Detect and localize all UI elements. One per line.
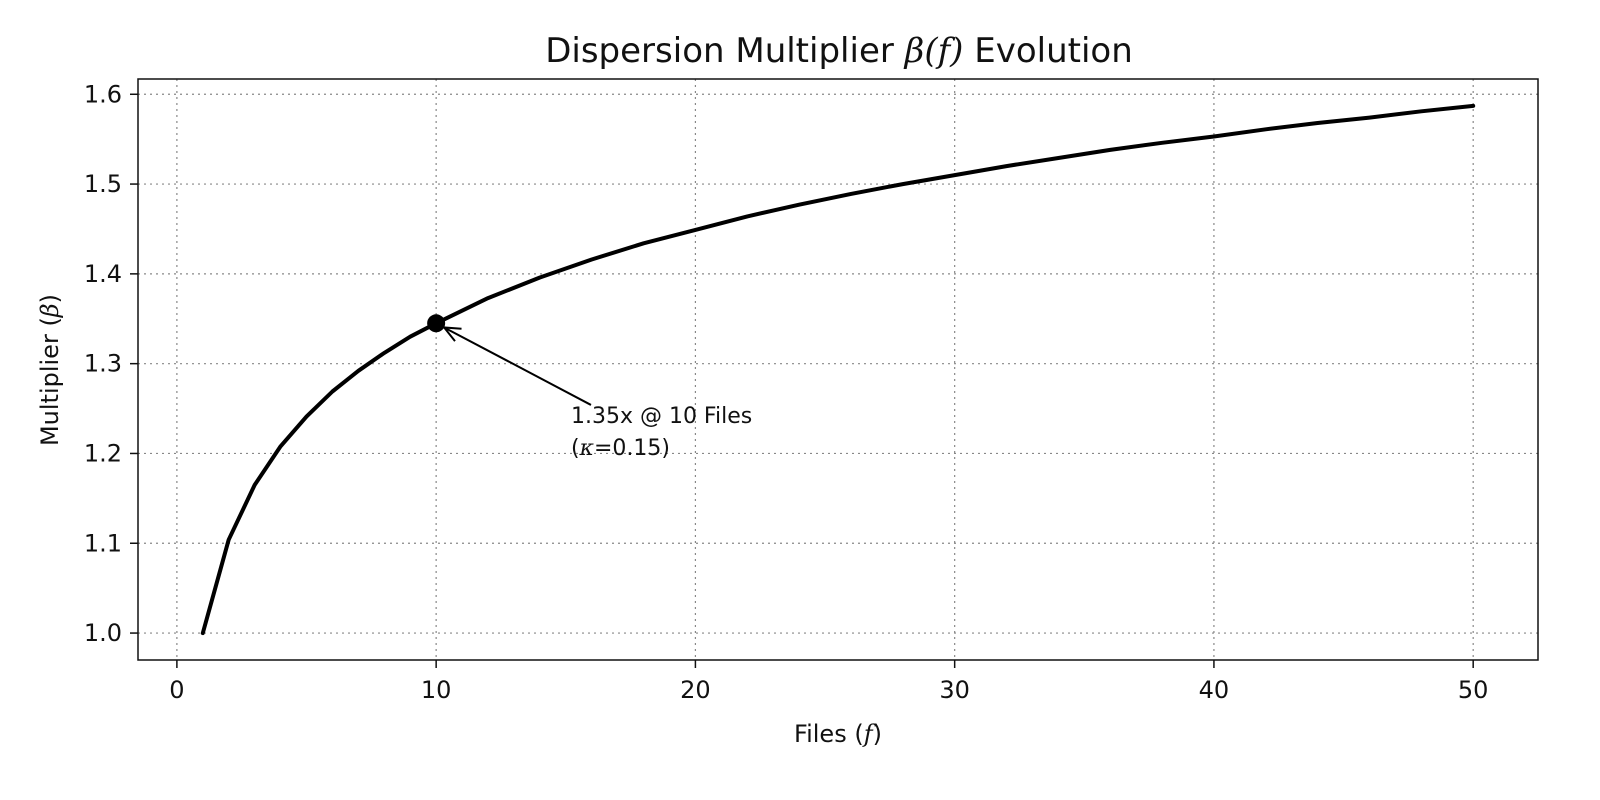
annotation-arrowhead (441, 326, 462, 342)
x-tick-label: 40 (1199, 676, 1230, 704)
highlight-point (427, 314, 446, 333)
plot-frame (137, 78, 1539, 661)
series-line (200, 103, 1476, 636)
x-axis-label-suffix: ) (873, 720, 882, 748)
y-axis-label-prefix: Multiplier ( (36, 317, 64, 446)
chart-title-prefix: Dispersion Multiplier (545, 31, 904, 71)
annotation-arrow (443, 326, 592, 406)
chart-title-math: β(f) (903, 31, 964, 71)
annotation-layer: 1.35x @ 10 Files (κ=0.15) (441, 326, 752, 461)
annotation-line-1: 1.35x @ 10 Files (571, 404, 752, 429)
chart-title-suffix: Evolution (963, 31, 1132, 71)
x-axis-label-prefix: Files ( (794, 720, 864, 748)
y-axis-label-math: β (36, 303, 64, 318)
x-tick-label: 0 (169, 676, 184, 704)
x-axis-label: Files (f) (794, 720, 882, 748)
y-axis-label: Multiplier (β) (36, 294, 64, 446)
y-tick-label: 1.2 (84, 439, 122, 467)
y-tick-label: 1.1 (84, 529, 122, 557)
x-tick-label: 30 (939, 676, 970, 704)
chart-title: Dispersion Multiplier β(f) Evolution (545, 31, 1133, 71)
x-tick-label: 20 (680, 676, 711, 704)
y-tick-label: 1.3 (84, 350, 122, 378)
grid (138, 79, 1538, 660)
y-tick-label: 1.6 (84, 80, 122, 108)
y-tick-label: 1.0 (84, 619, 122, 647)
annotation-line-2: (κ=0.15) (571, 436, 670, 461)
y-axis-label-suffix: ) (36, 294, 64, 303)
x-tick-label: 50 (1458, 676, 1489, 704)
y-tick-label: 1.4 (84, 260, 122, 288)
series-layer (200, 103, 1476, 636)
ticks-layer: 0 10 20 30 40 50 1.0 1.1 1.2 1.3 1.4 1.5 1.6 (84, 80, 1489, 704)
y-tick-label: 1.5 (84, 170, 122, 198)
x-tick-label: 10 (421, 676, 452, 704)
